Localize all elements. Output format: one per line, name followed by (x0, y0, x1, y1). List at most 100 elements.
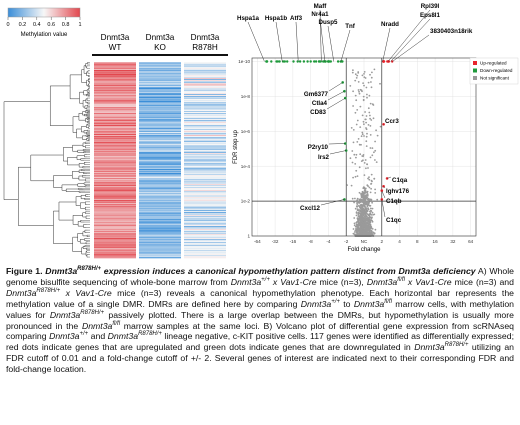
heatmap-cell (184, 236, 226, 238)
point-not-significant (369, 223, 372, 226)
annotation-leader (327, 90, 345, 101)
heatmap-cell (139, 80, 181, 82)
heatmap-cell (139, 140, 181, 142)
point-not-significant (356, 228, 359, 231)
point-not-significant (364, 223, 367, 225)
heatmap-cell (184, 116, 226, 118)
heatmap-cell (184, 81, 226, 83)
point-not-significant (355, 212, 358, 214)
heatmap-cell (94, 197, 136, 199)
heatmap-cell (139, 74, 181, 76)
point-not-significant (359, 224, 362, 227)
heatmap-cell (184, 92, 226, 94)
heatmap-cell (184, 63, 226, 65)
heatmap-cell (139, 189, 181, 191)
heatmap-cell (184, 233, 226, 235)
heatmap-cell (94, 80, 136, 82)
heatmap-cell (139, 194, 181, 196)
y-tick-label: 1 (247, 234, 250, 239)
heatmap-cell (139, 118, 181, 120)
colorbar-tick-label: 0.4 (33, 22, 41, 28)
heatmap-cell (94, 217, 136, 219)
point-not-significant (370, 76, 373, 79)
heatmap-cell (94, 148, 136, 150)
point-not-significant (363, 174, 366, 177)
heatmap-cell (139, 70, 181, 72)
point-down-regulated (281, 60, 285, 63)
heatmap-cell (139, 100, 181, 102)
heatmap-cell (94, 204, 136, 206)
heatmap-cell (94, 107, 136, 109)
heatmap-cell (94, 179, 136, 181)
point-not-significant (362, 223, 365, 226)
column-header-gene: Dnmt3a (146, 33, 175, 42)
heatmap-cell (139, 238, 181, 240)
heatmap-cell (94, 221, 136, 223)
point-not-significant (369, 147, 372, 149)
heatmap-cell (139, 123, 181, 125)
annotation-leader (327, 25, 334, 62)
heatmap-cell (184, 108, 226, 110)
point-not-significant (371, 201, 373, 204)
y-tick-label: 1e-6 (241, 129, 251, 134)
heatmap-cell (139, 231, 181, 233)
heatmap-cell (94, 239, 136, 241)
gene-label: Hspa1b (265, 15, 288, 22)
point-not-significant (350, 127, 353, 129)
heatmap-cell (184, 80, 226, 82)
point-not-significant (368, 176, 370, 179)
heatmap-cell (184, 126, 226, 128)
gene-label: Hspa1a (237, 15, 260, 22)
point-not-significant (371, 228, 374, 230)
heatmap-cell (94, 130, 136, 132)
heatmap-cell (184, 200, 226, 202)
heatmap-cell (184, 222, 226, 224)
heatmap-cell (139, 242, 181, 244)
point-not-significant (352, 228, 355, 230)
heatmap-cell (184, 99, 226, 101)
x-tick-label: NC (361, 239, 368, 244)
heatmap-cell (139, 73, 181, 75)
heatmap-cell (94, 212, 136, 214)
point-not-significant (373, 232, 376, 235)
heatmap-cell (94, 227, 136, 229)
heatmap-cell (94, 253, 136, 255)
x-tick-label: -64 (254, 239, 261, 244)
point-not-significant (365, 86, 368, 89)
heatmap-cell (94, 67, 136, 69)
heatmap-cell (139, 164, 181, 166)
heatmap-cell (94, 160, 136, 162)
y-axis-label: FDR step up (233, 130, 239, 164)
point-down-regulated (306, 60, 309, 63)
colorbar-tick-label: 0.6 (47, 22, 55, 28)
heatmap-cell (94, 94, 136, 96)
heatmap-cell (184, 227, 226, 229)
heatmap-cell (94, 93, 136, 95)
heatmap-cell (139, 83, 181, 85)
heatmap-cell (139, 227, 181, 229)
heatmap-cell (94, 87, 136, 89)
point-not-significant (354, 229, 357, 232)
heatmap-cell (184, 62, 226, 64)
point-down-regulated (319, 60, 322, 63)
heatmap-cell (139, 195, 181, 197)
point-not-significant (367, 218, 370, 221)
heatmap-cell (184, 234, 226, 236)
heatmap-cell (94, 238, 136, 240)
colorbar-gradient (7, 7, 81, 18)
heatmap-cell (184, 187, 226, 189)
heatmap-cell (94, 151, 136, 153)
point-not-significant (357, 225, 359, 227)
point-not-significant (351, 71, 354, 74)
heatmap-cell (184, 121, 226, 123)
heatmap-cell (184, 83, 226, 85)
heatmap-cell (94, 123, 136, 125)
point-not-significant (362, 225, 365, 228)
heatmap-cell (139, 204, 181, 206)
x-tick-label: -16 (290, 239, 297, 244)
point-not-significant (360, 203, 363, 206)
heatmap-cell (184, 118, 226, 120)
heatmap-cell (184, 166, 226, 168)
heatmap-cell (184, 96, 226, 98)
heatmap-cell (139, 149, 181, 151)
